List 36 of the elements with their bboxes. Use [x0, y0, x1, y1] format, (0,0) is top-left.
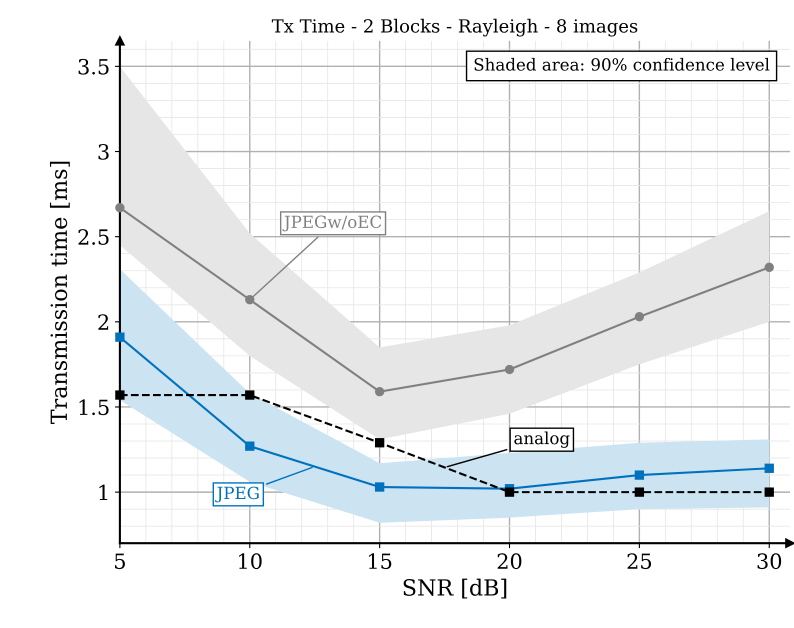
point — [115, 332, 125, 342]
point — [634, 312, 644, 322]
point — [634, 487, 644, 497]
y-tick-label: 2.5 — [78, 229, 109, 245]
text: JPEGw/oEC — [282, 216, 382, 232]
point — [764, 464, 774, 473]
y-tick-label: 2 — [98, 314, 108, 330]
y-tick-label: 1.5 — [80, 399, 109, 416]
point — [115, 390, 125, 400]
x-axis-title: SNR [dB] — [404, 578, 506, 598]
point — [245, 295, 254, 304]
x-tick-label: 25 — [628, 553, 652, 570]
y-tick-label: 3 — [98, 144, 109, 160]
point — [115, 203, 125, 212]
point — [504, 487, 514, 497]
x-tick-label: 5 — [115, 554, 125, 570]
point — [504, 364, 514, 374]
x-tick-label: 30 — [758, 553, 782, 570]
y-tick-label: 1 — [99, 484, 108, 500]
x-tick-label: 15 — [368, 553, 392, 570]
point — [374, 386, 384, 396]
text: analog — [514, 431, 570, 448]
y-tick-label: 3.5 — [78, 58, 109, 75]
point — [245, 390, 254, 400]
x-tick-label: 20 — [498, 553, 522, 570]
point — [374, 438, 384, 448]
point — [245, 441, 254, 451]
point — [634, 470, 644, 480]
x-tick-label: 10 — [239, 553, 262, 570]
point — [374, 482, 384, 492]
annotation: Shaded area: 90% confidence level — [474, 58, 770, 71]
point — [764, 487, 774, 497]
chart-title: Tx Time - 2 Blocks - Rayleigh - 8 images — [272, 18, 638, 36]
point — [764, 262, 774, 272]
y-axis-title: Transmission time [ms] — [50, 162, 70, 424]
text: JPEG — [215, 486, 259, 502]
